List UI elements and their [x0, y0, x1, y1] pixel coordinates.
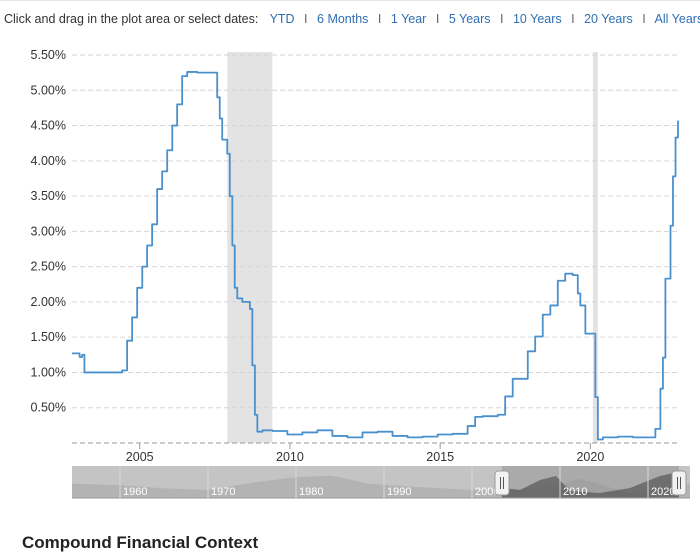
y-tick-label: 5.50%: [31, 48, 66, 62]
navigator-tick-label: 2010: [563, 486, 587, 498]
series-layer: [72, 71, 679, 441]
y-tick-label: 4.00%: [31, 154, 66, 168]
range-all-years-button[interactable]: All Years: [654, 12, 700, 26]
y-tick-label: 3.50%: [31, 189, 66, 203]
range-separator: I: [377, 12, 382, 26]
y-tick-label: 2.00%: [31, 295, 66, 309]
navigator[interactable]: 1960 1970 1980 1990 2000 2010 2020: [72, 466, 690, 499]
recession-bands: [227, 52, 598, 443]
chart-svg[interactable]: 0.50% 1.00% 1.50% 2.00% 2.50% 3.00% 3.50% 4.00%…: [0, 0, 700, 541]
y-tick-label: 0.50%: [31, 401, 66, 415]
range-5-years-button[interactable]: 5 Years: [448, 12, 491, 26]
range-separator: I: [304, 12, 308, 26]
grid-lines: [72, 54, 678, 444]
y-tick-label: 1.00%: [31, 365, 66, 379]
navigator-tick-label: 2000: [475, 486, 499, 498]
top-divider: [0, 0, 700, 1]
y-tick-label: 3.00%: [31, 224, 66, 238]
range-ytd-button[interactable]: YTD: [269, 12, 295, 26]
range-separator: I: [435, 12, 440, 26]
section-heading: Compound Financial Context: [22, 533, 259, 552]
navigator-left-handle[interactable]: [494, 470, 510, 496]
range-10-years-button[interactable]: 10 Years: [512, 12, 562, 26]
y-tick-label: 2.50%: [31, 260, 66, 274]
navigator-tick-label: 1990: [387, 486, 411, 498]
navigator-tick-label: 1970: [211, 486, 235, 498]
range-6-months-button[interactable]: 6 Months: [317, 12, 369, 26]
x-axis-ticks: 2005 2010 2015 2020: [126, 443, 604, 464]
x-tick-label: 2005: [126, 450, 154, 464]
navigator-tick-label: 1980: [299, 486, 323, 498]
range-separator: I: [571, 12, 575, 26]
navigator-selected-silhouette: [502, 472, 679, 498]
handle-body[interactable]: [671, 470, 687, 496]
range-separator: I: [500, 12, 504, 26]
series-line-0: [72, 71, 679, 441]
y-tick-label: 1.50%: [31, 330, 66, 344]
y-axis-ticks: 0.50% 1.00% 1.50% 2.00% 2.50% 3.00% 3.50% 4.00%…: [31, 48, 66, 415]
x-tick-label: 2020: [576, 450, 604, 464]
navigator-tick-label: 1960: [123, 486, 147, 498]
x-tick-label: 2015: [426, 450, 454, 464]
x-tick-label: 2010: [276, 450, 304, 464]
range-prompt: Click and drag in the plot area or selec…: [4, 12, 259, 26]
navigator-tick-label: 2020: [651, 486, 675, 498]
y-tick-label: 5.00%: [31, 83, 66, 97]
y-tick-label: 4.50%: [31, 119, 66, 133]
date-range-toolbar: Click and drag in the plot area or selec…: [4, 12, 700, 26]
range-1-year-button[interactable]: 1 Year: [390, 12, 427, 26]
recession-band: [592, 52, 598, 443]
navigator-right-handle[interactable]: [671, 470, 687, 496]
handle-body[interactable]: [494, 470, 510, 496]
range-separator: I: [642, 12, 646, 26]
range-20-years-button[interactable]: 20 Years: [584, 12, 633, 26]
